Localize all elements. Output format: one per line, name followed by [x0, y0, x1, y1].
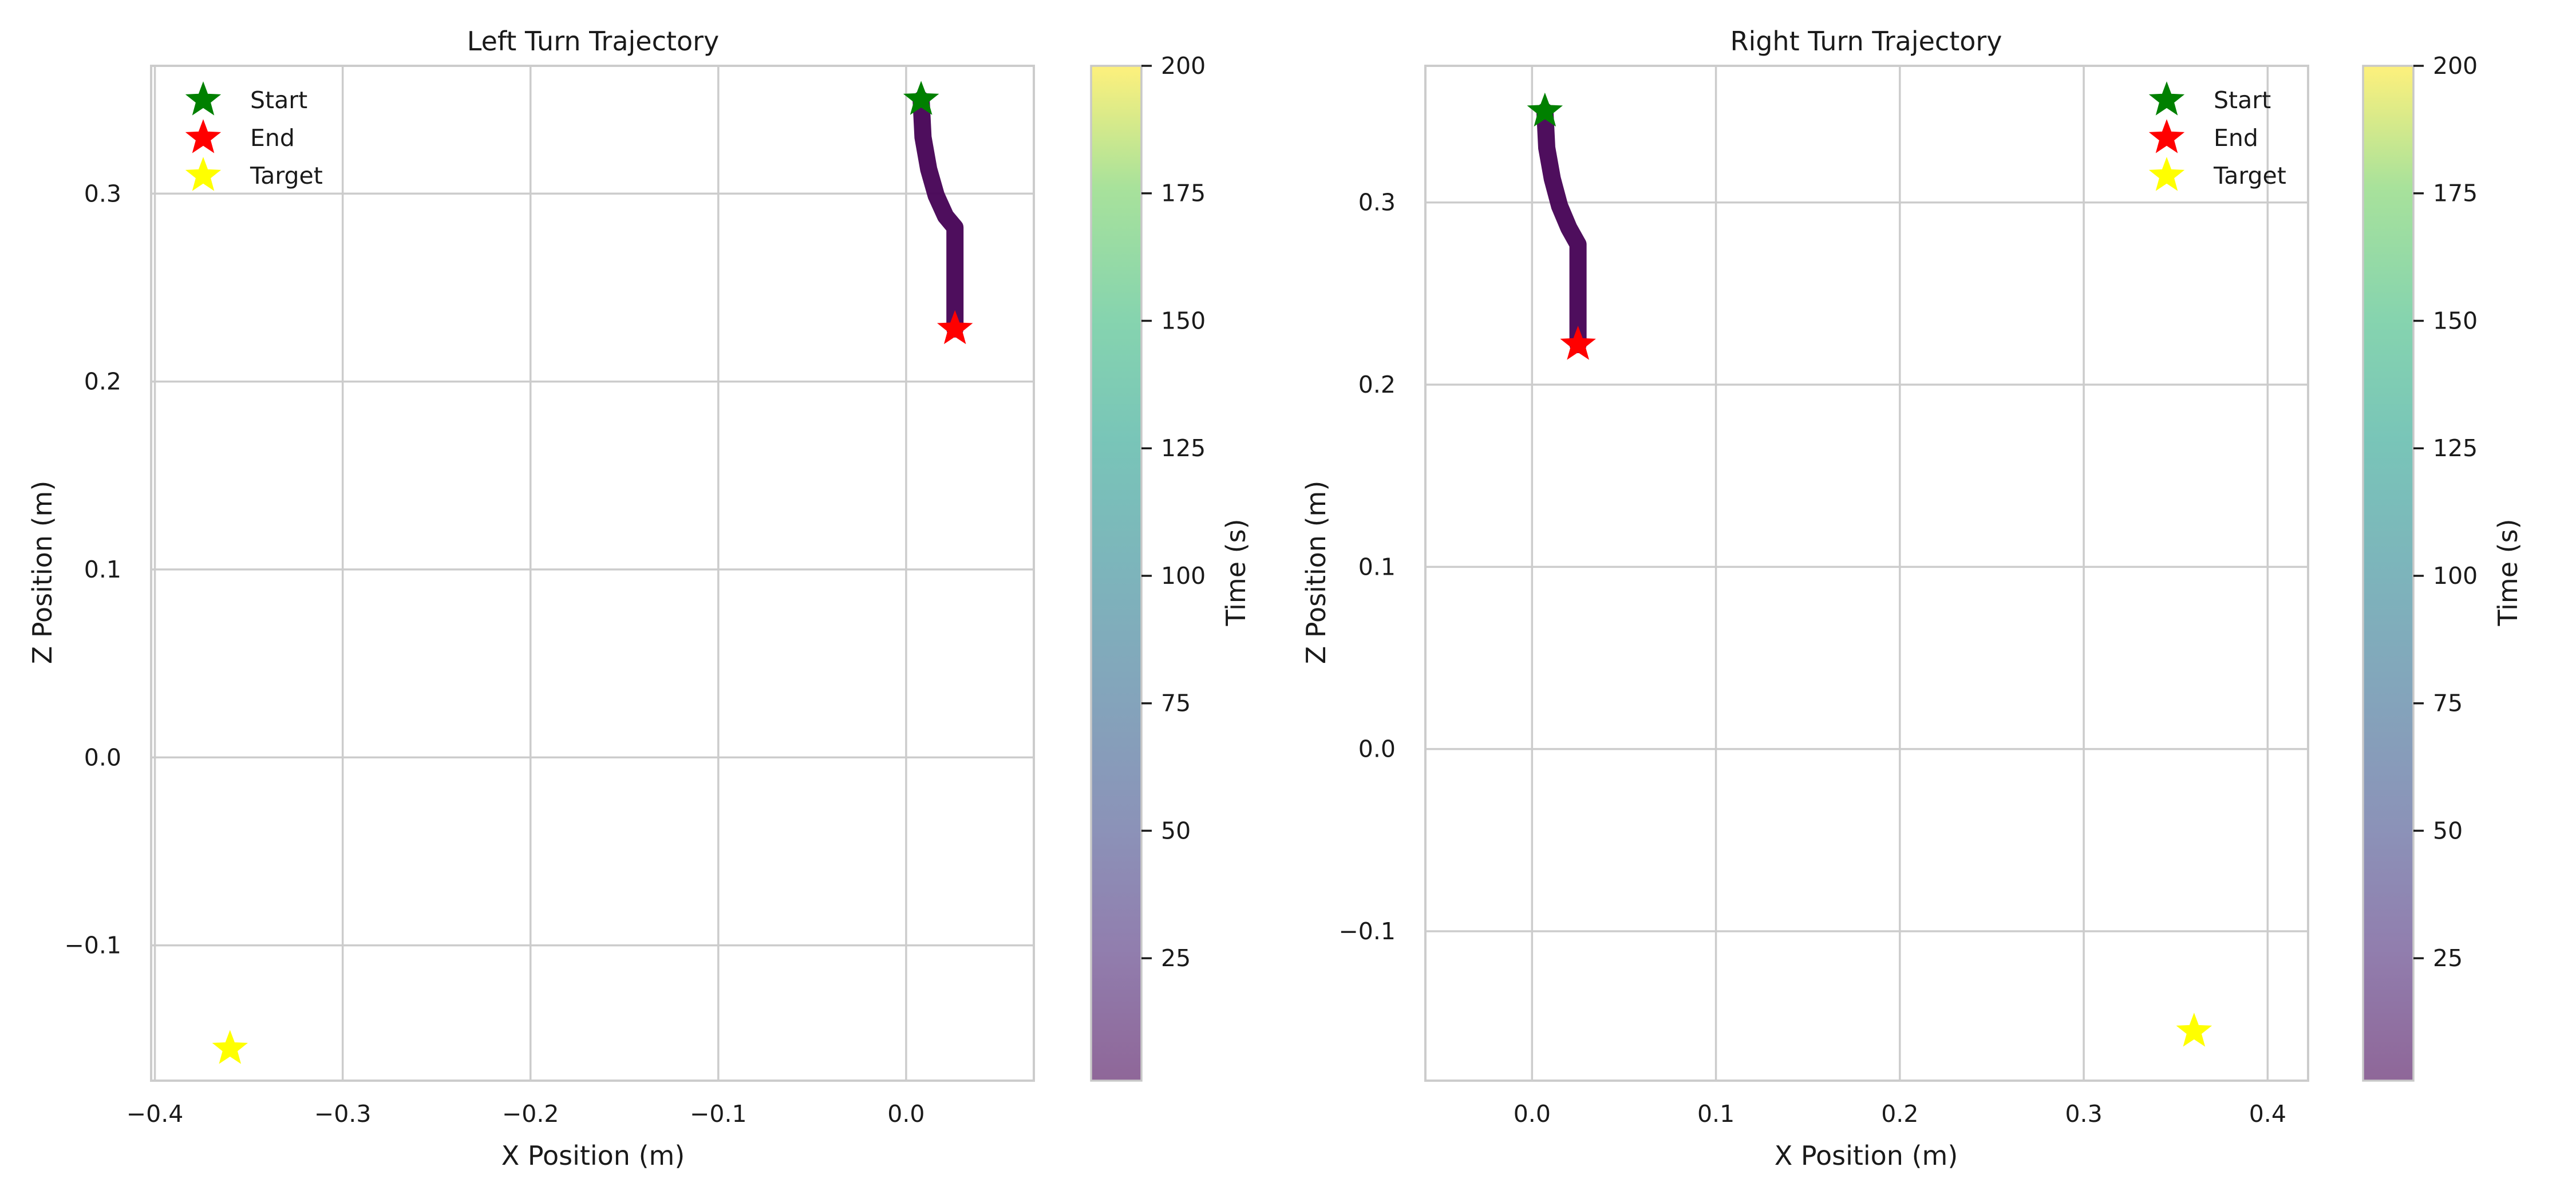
- x-tick-label: −0.3: [314, 1100, 372, 1128]
- y-tick-label: 0.2: [1358, 371, 1396, 398]
- colorbar-tick-label: 200: [1161, 52, 1206, 80]
- legend-start-icon: [2148, 81, 2185, 116]
- right-colorbar-label: Time (s): [2492, 519, 2523, 626]
- x-tick-label: 0.1: [1697, 1100, 1735, 1128]
- colorbar-tick-label: 75: [1161, 690, 1191, 717]
- right-panel: Right Turn Trajectory 0.0 0.1 0.2 0.3 0.4 −0…: [1301, 26, 2523, 1171]
- x-tick-label: −0.1: [690, 1100, 747, 1128]
- right-trajectory: [1536, 102, 1587, 353]
- left-y-tick-labels: −0.1 0.0 0.1 0.2 0.3: [64, 180, 121, 959]
- right-x-tick-labels: 0.0 0.1 0.2 0.3 0.4: [1514, 1100, 2286, 1128]
- x-tick-label: −0.4: [127, 1100, 184, 1128]
- legend-target-icon: [2148, 157, 2185, 191]
- left-x-axis-label: X Position (m): [501, 1140, 685, 1171]
- colorbar-tick-label: 125: [1161, 434, 1206, 462]
- right-colorbar-gradient: [2363, 66, 2413, 1081]
- x-tick-label: −0.2: [502, 1100, 559, 1128]
- colorbar-tick-label: 150: [2433, 307, 2478, 334]
- right-colorbar: 25 50 75 100 125 150 175 200 Time (s): [2362, 52, 2523, 1082]
- right-markers: [1527, 92, 2212, 1047]
- x-tick-label: 0.3: [2065, 1100, 2102, 1128]
- end-marker: [937, 310, 973, 345]
- colorbar-tick-label: 50: [2433, 817, 2463, 844]
- y-tick-label: −0.1: [64, 932, 121, 959]
- colorbar-tick-label: 50: [1161, 817, 1191, 844]
- y-tick-label: 0.1: [1358, 553, 1396, 580]
- right-legend: Start End Target: [2148, 81, 2286, 191]
- trajectory-line: [912, 91, 964, 338]
- legend-target-label: Target: [250, 162, 323, 189]
- legend-start-icon: [185, 81, 222, 116]
- y-tick-label: 0.3: [1358, 189, 1396, 216]
- right-colorbar-ticks: 25 50 75 100 125 150 175 200: [2413, 52, 2478, 972]
- trajectory-line: [1536, 102, 1587, 353]
- left-colorbar-frame: [1090, 65, 1143, 1082]
- left-panel: Left Turn Trajectory −0.4 −0.3 −0.2 −0.1 0.0…: [27, 26, 1251, 1171]
- right-plot-frame: [1424, 65, 2309, 1082]
- legend-end-icon: [185, 119, 222, 153]
- legend-target-label: Target: [2213, 162, 2286, 189]
- right-x-axis-label: X Position (m): [1775, 1140, 1958, 1171]
- start-marker: [1527, 92, 1563, 127]
- y-tick-label: 0.1: [84, 556, 121, 583]
- legend-start-label: Start: [250, 86, 307, 114]
- x-tick-label: 0.4: [2249, 1100, 2286, 1128]
- left-chart-title: Left Turn Trajectory: [467, 26, 719, 57]
- left-colorbar-label: Time (s): [1220, 519, 1251, 626]
- legend-end-icon: [2148, 119, 2185, 153]
- colorbar-tick-label: 100: [2433, 562, 2478, 590]
- left-legend: Start End Target: [185, 81, 323, 191]
- left-y-axis-label: Z Position (m): [27, 481, 58, 665]
- colorbar-tick-label: 200: [2433, 52, 2478, 80]
- y-tick-label: 0.0: [84, 744, 121, 771]
- target-marker: [2176, 1013, 2212, 1047]
- colorbar-tick-label: 175: [2433, 180, 2478, 207]
- end-marker: [1560, 326, 1596, 360]
- colorbar-tick-label: 125: [2433, 434, 2478, 462]
- left-colorbar-ticks: 25 50 75 100 125 150 175 200: [1141, 52, 1206, 972]
- y-tick-label: 0.0: [1358, 736, 1396, 763]
- left-gridlines: [151, 66, 1034, 1081]
- colorbar-tick-label: 75: [2433, 690, 2463, 717]
- right-y-tick-labels: −0.1 0.0 0.1 0.2 0.3: [1338, 189, 1396, 945]
- colorbar-tick-label: 25: [1161, 944, 1191, 972]
- y-tick-label: −0.1: [1338, 918, 1396, 945]
- legend-target-icon: [185, 157, 222, 191]
- left-colorbar: 25 50 75 100 125 150 175 200 Time (s): [1090, 52, 1251, 1082]
- colorbar-tick-label: 25: [2433, 944, 2463, 972]
- legend-start-label: Start: [2214, 86, 2271, 114]
- x-tick-label: 0.0: [1514, 1100, 1551, 1128]
- colorbar-tick-label: 150: [1161, 307, 1206, 334]
- left-colorbar-gradient: [1091, 66, 1141, 1081]
- y-tick-label: 0.2: [84, 368, 121, 396]
- right-y-axis-label: Z Position (m): [1301, 481, 1332, 665]
- right-gridlines: [1425, 66, 2308, 1081]
- left-plot-frame: [150, 65, 1035, 1082]
- x-tick-label: 0.0: [887, 1100, 924, 1128]
- left-markers: [212, 81, 973, 1064]
- left-trajectory: [912, 91, 964, 338]
- legend-end-label: End: [250, 124, 295, 152]
- left-x-tick-labels: −0.4 −0.3 −0.2 −0.1 0.0: [127, 1100, 925, 1128]
- legend-end-label: End: [2214, 124, 2258, 152]
- x-tick-label: 0.2: [1881, 1100, 1918, 1128]
- colorbar-tick-label: 100: [1161, 562, 1206, 590]
- right-chart-title: Right Turn Trajectory: [1730, 26, 2002, 57]
- colorbar-tick-label: 175: [1161, 180, 1206, 207]
- start-marker: [903, 81, 939, 115]
- right-colorbar-frame: [2362, 65, 2415, 1082]
- y-tick-label: 0.3: [84, 180, 121, 207]
- target-marker: [212, 1030, 248, 1064]
